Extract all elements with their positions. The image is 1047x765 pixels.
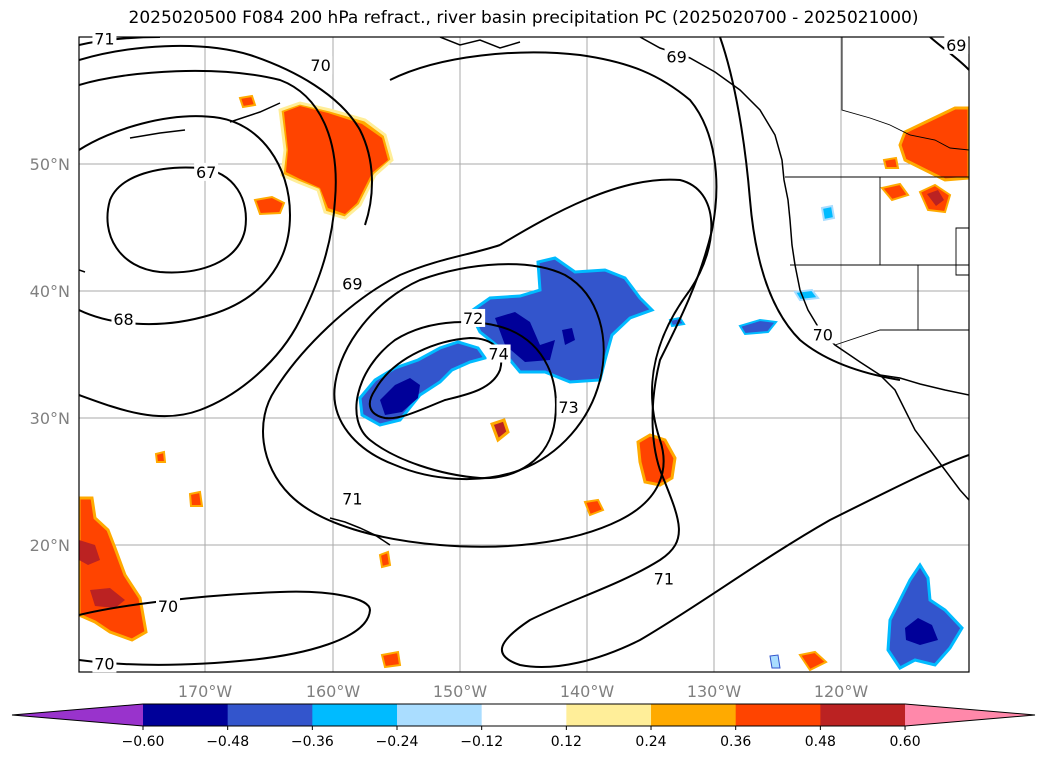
- map-title: 2025020500 F084 200 hPa refract., river …: [128, 8, 919, 28]
- positive-anomaly-small: [253, 195, 286, 216]
- latitude-tick-labels: 50°N 40°N 30°N 20°N: [30, 155, 70, 555]
- colorbar-tick-label: 0.60: [889, 734, 920, 750]
- contour-label: 67: [196, 163, 216, 182]
- lat-tick-label: 20°N: [30, 536, 70, 555]
- lon-tick-label: 120°W: [814, 682, 869, 701]
- colorbar-tick-label: 0.24: [635, 734, 666, 750]
- negative-anomaly-southeast: [886, 562, 964, 670]
- contour-label-background: [461, 308, 486, 327]
- contour-label-background: [340, 489, 365, 508]
- colorbar-tick-label: −0.24: [376, 734, 419, 750]
- lon-tick-label: 150°W: [433, 682, 488, 701]
- contour-label: 71: [94, 30, 114, 49]
- contour-labels: 71 70 67 68 69 72 74 73 71 71 70 70 69 69 70: [92, 29, 969, 673]
- map-gridlines: [79, 37, 969, 672]
- contour-label-background: [810, 325, 835, 344]
- contour-label-background: [156, 597, 180, 616]
- shaded-anomaly-regions: [79, 94, 969, 672]
- lon-tick-label: 130°W: [687, 682, 742, 701]
- colorbar: −0.60 −0.48 −0.36 −0.24 −0.12 0.12 0.24 0.36 0.4…: [11, 703, 1036, 750]
- contour-label: 69: [946, 36, 966, 55]
- colorbar-tick-label: −0.12: [460, 734, 503, 750]
- contour-label: 68: [113, 310, 133, 329]
- contour-label-background: [308, 56, 333, 75]
- political-borders: [785, 37, 969, 346]
- colorbar-tick-label: −0.48: [206, 734, 249, 750]
- contour-label-background: [651, 569, 676, 588]
- colorbar-extend-low: [12, 704, 143, 726]
- contour-label: 74: [488, 345, 508, 364]
- contour-label-background: [486, 344, 511, 363]
- contour-label-background: [111, 310, 136, 329]
- lat-tick-label: 50°N: [30, 155, 70, 174]
- colorbar-segment: [566, 704, 652, 726]
- colorbar-segment: [735, 704, 821, 726]
- colorbar-tick-label: 0.48: [805, 734, 836, 750]
- colorbar-segment: [820, 704, 906, 726]
- contour-label: 70: [310, 56, 330, 75]
- contour-label: 69: [342, 275, 362, 294]
- contour-label-background: [194, 162, 219, 181]
- contour-label-background: [556, 397, 581, 416]
- colorbar-segment: [481, 704, 567, 726]
- coastlines: [79, 37, 969, 546]
- positive-anomaly-northeast: [898, 106, 969, 182]
- lon-tick-label: 170°W: [178, 682, 233, 701]
- contour-label-background: [92, 654, 117, 673]
- colorbar-segment: [227, 704, 313, 726]
- contour-label-background: [92, 29, 117, 48]
- map-frame: [78, 36, 970, 673]
- colorbar-tick-label: −0.36: [291, 734, 334, 750]
- contour-label-background: [664, 47, 689, 66]
- contour-label: 70: [94, 654, 114, 673]
- lat-tick-label: 40°N: [30, 282, 70, 301]
- colorbar-tick-label: 0.36: [720, 734, 751, 750]
- colorbar-extend-high: [905, 704, 1035, 726]
- contour-label: 70: [158, 597, 178, 616]
- contour-label: 71: [342, 489, 362, 508]
- contour-lines: [79, 37, 969, 668]
- colorbar-tick-label: 0.12: [551, 734, 582, 750]
- colorbar-segment: [397, 704, 483, 726]
- colorbar-segment: [312, 704, 398, 726]
- lon-tick-label: 160°W: [306, 682, 361, 701]
- colorbar-segment: [651, 704, 737, 726]
- longitude-tick-labels: 170°W 160°W 150°W 140°W 130°W 120°W: [178, 682, 869, 701]
- colorbar-segment: [143, 704, 229, 726]
- lat-tick-label: 30°N: [30, 409, 70, 428]
- contour-label: 72: [463, 309, 483, 328]
- contour-label: 70: [813, 325, 833, 344]
- contour-label: 69: [666, 47, 686, 66]
- contour-label-background: [340, 274, 365, 293]
- contour-label-background: [944, 35, 969, 54]
- colorbar-tick-label: −0.60: [122, 734, 165, 750]
- contour-label: 73: [558, 398, 578, 417]
- lon-tick-label: 140°W: [560, 682, 615, 701]
- contour-label: 71: [654, 569, 674, 588]
